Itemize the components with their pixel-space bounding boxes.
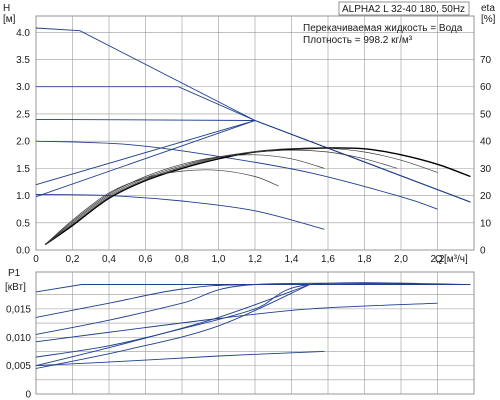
head-tick-label: 4.0 [16, 28, 30, 39]
pump-title: ALPHA2 L 32-40 180, 50Hz [342, 4, 465, 15]
head-tick-label: 1.0 [16, 191, 30, 202]
head-tick-label: 2.5 [16, 109, 30, 120]
efficiency-curve [44, 169, 279, 245]
power-plot: 0 0,005 0,010 0,015 P1 [кВт] [5, 268, 475, 400]
head-tick-label: 0.5 [16, 218, 30, 229]
flow-tick-labels: 0 0,2 0,4 0,6 0,8 1,0 1,2 1,4 1,6 1,8 2,0 2,2 [33, 254, 445, 265]
y2-axis-unit-eta: [%] [481, 14, 496, 25]
density-info: Плотность = 998.2 кг/м³ [303, 35, 413, 46]
head-tick-labels: 0.0 0.5 1.0 1.5 2.0 2.5 3.0 3.5 4.0 [16, 28, 30, 257]
efficiency-tick-label: 10 [480, 218, 492, 229]
flow-tick-label: 0,4 [102, 254, 116, 265]
power-curve [35, 284, 310, 367]
pump-title-box [338, 1, 470, 16]
qh-plot: 0.0 0.5 1.0 1.5 2.0 2.5 3.0 3.5 4.0 0 10 20 30 40 50 6… [3, 1, 496, 265]
power-curve [35, 350, 325, 367]
efficiency-tick-label: 20 [480, 191, 492, 202]
efficiency-tick-label: 70 [480, 55, 492, 66]
power-curve [35, 302, 438, 343]
head-tick-label: 3.5 [16, 55, 30, 66]
efficiency-tick-label: 0 [480, 246, 486, 257]
power-curve [35, 282, 471, 358]
flow-tick-label: 1,6 [321, 254, 335, 265]
flow-tick-label: 1,0 [212, 254, 226, 265]
flow-tick-label: 2,2 [431, 254, 445, 265]
head-tick-label: 1.5 [16, 164, 30, 175]
power-curves [35, 282, 471, 369]
y-axis-label-power: P1 [8, 268, 21, 279]
y-axis-unit-head: [м] [3, 14, 16, 25]
head-tick-label: 0.0 [16, 246, 30, 257]
power-tick-label: 0,010 [6, 333, 31, 344]
efficiency-tick-label: 60 [480, 82, 492, 93]
flow-tick-label: 0,6 [139, 254, 153, 265]
efficiency-tick-label: 50 [480, 109, 492, 120]
qh-grid [35, 16, 475, 251]
efficiency-curves [44, 147, 471, 246]
flow-tick-label: 1,8 [358, 254, 372, 265]
head-tick-label: 2.0 [16, 137, 30, 148]
y2-axis-label-eta: eta [481, 3, 495, 14]
flow-tick-label: 0,2 [66, 254, 80, 265]
power-tick-label: 0,015 [6, 304, 31, 315]
efficiency-tick-label: 40 [480, 137, 492, 148]
qh-curves [35, 27, 471, 230]
power-curve [35, 283, 471, 318]
efficiency-curve [44, 154, 325, 245]
power-curve [35, 282, 471, 335]
flow-tick-label: 2,0 [394, 254, 408, 265]
head-curve [35, 194, 325, 230]
y-axis-unit-power: [кВт] [5, 282, 26, 293]
power-curve [35, 284, 310, 369]
head-curve [35, 120, 256, 198]
y-axis-label-head: H [3, 3, 10, 14]
flow-tick-label: 1,2 [248, 254, 262, 265]
flow-tick-label: 0,8 [175, 254, 189, 265]
efficiency-tick-label: 30 [480, 164, 492, 175]
flow-tick-label: 0 [33, 254, 39, 265]
power-tick-label: 0 [25, 390, 31, 400]
power-tick-label: 0,005 [6, 361, 31, 372]
power-tick-labels: 0 0,005 0,010 0,015 [6, 304, 31, 400]
fluid-info: Перекачиваемая жидкость = Вода [303, 23, 463, 34]
x-axis-label-flow: Q [435, 254, 443, 265]
head-curve [35, 140, 438, 210]
head-tick-label: 3.0 [16, 82, 30, 93]
efficiency-tick-labels: 0 10 20 30 40 50 60 70 [480, 55, 492, 256]
flow-tick-label: 1,4 [285, 254, 299, 265]
head-curve [35, 120, 256, 186]
x-axis-unit-flow: [м³/ч] [444, 254, 468, 265]
